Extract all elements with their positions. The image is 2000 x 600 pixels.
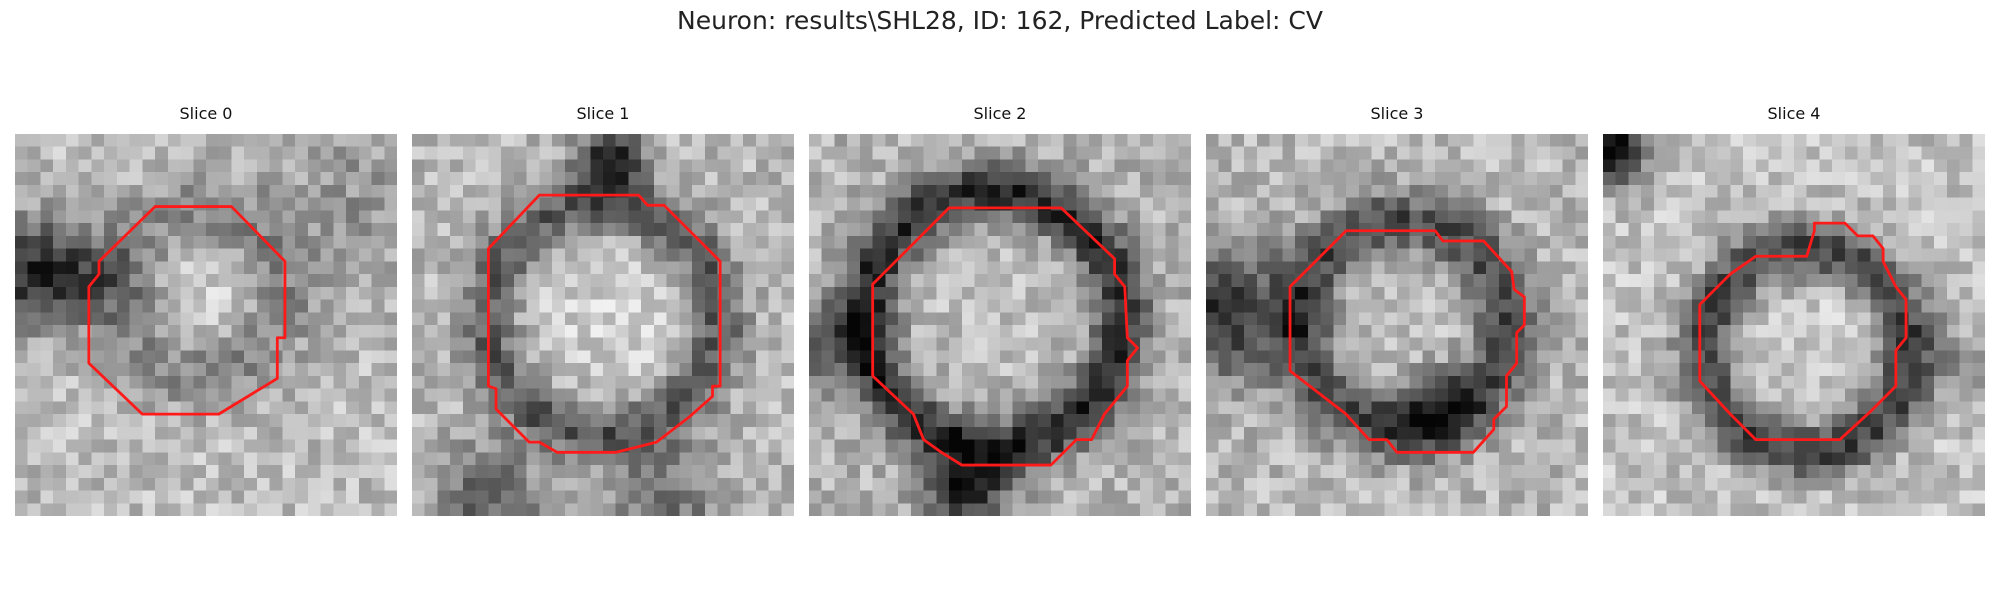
slice-title-2: Slice 2 [973, 104, 1027, 123]
slice-panel-3: Slice 3 [1206, 104, 1588, 526]
slice-title-0: Slice 0 [179, 104, 233, 123]
slice-panel-2: Slice 2 [809, 104, 1191, 526]
slice-image-2 [809, 134, 1191, 516]
slice-image-1 [412, 134, 794, 516]
slice-panel-4: Slice 4 [1603, 104, 1985, 526]
neuron-contour-0 [87, 205, 287, 416]
slice-image-4 [1603, 134, 1985, 516]
slice-panel-1: Slice 1 [412, 104, 794, 526]
slice-title-3: Slice 3 [1370, 104, 1424, 123]
slice-image-0 [15, 134, 397, 516]
slice-title-1: Slice 1 [576, 104, 630, 123]
slice-title-4: Slice 4 [1767, 104, 1821, 123]
slice-panel-0: Slice 0 [15, 104, 397, 526]
figure-title: Neuron: results\SHL28, ID: 162, Predicte… [677, 6, 1323, 35]
neuron-contour-4 [1698, 221, 1908, 442]
neuron-contour-3 [1288, 229, 1526, 454]
slice-image-3 [1206, 134, 1588, 516]
neuron-contour-2 [871, 206, 1139, 467]
neuron-contour-1 [486, 193, 722, 454]
